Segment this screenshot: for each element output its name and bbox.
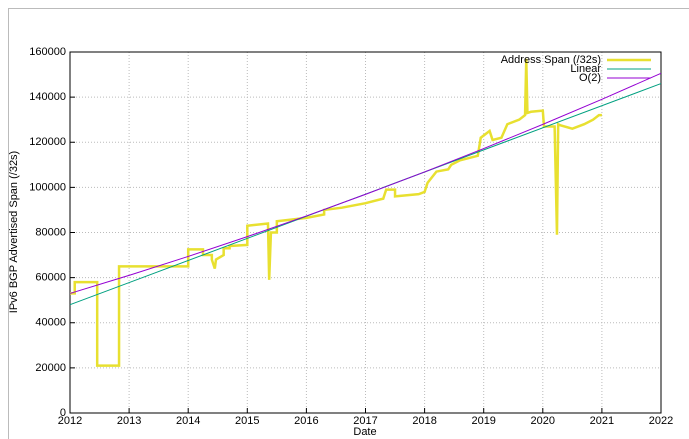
x-tick-label: 2014 [176,415,200,427]
x-tick-label: 2019 [471,415,495,427]
y-tick-label: 0 [60,407,66,419]
legend-label: Address Span (/32s) [501,54,601,66]
y-tick-label: 40000 [35,317,66,329]
x-tick-label: 2012 [58,415,82,427]
y-axis-label: IPv6 BGP Advertised Span (/32s) [8,151,20,313]
legend-label: O(2) [579,72,601,84]
y-tick-label: 120000 [29,136,66,148]
x-tick-label: 2022 [649,415,673,427]
plot-border [69,51,662,414]
x-tick-label: 2018 [412,415,436,427]
y-tick-label: 140000 [29,91,66,103]
x-tick-label: 2017 [353,415,377,427]
frame [8,8,689,439]
x-tick-label: 2021 [590,415,614,427]
x-tick-label: 2020 [531,415,555,427]
y-tick-label: 160000 [29,46,66,58]
x-tick-label: 2015 [235,415,259,427]
y-tick-label: 20000 [35,362,66,374]
y-tick-label: 60000 [35,272,66,284]
y-tick-label: 80000 [35,226,66,238]
x-tick-label: 2013 [117,415,141,427]
legend-label: Linear [570,63,601,75]
x-tick-label: 2016 [294,415,318,427]
y-tick-label: 100000 [29,181,66,193]
series-line [69,72,662,294]
series-line [70,58,602,367]
x-axis-label: Date [353,426,376,438]
